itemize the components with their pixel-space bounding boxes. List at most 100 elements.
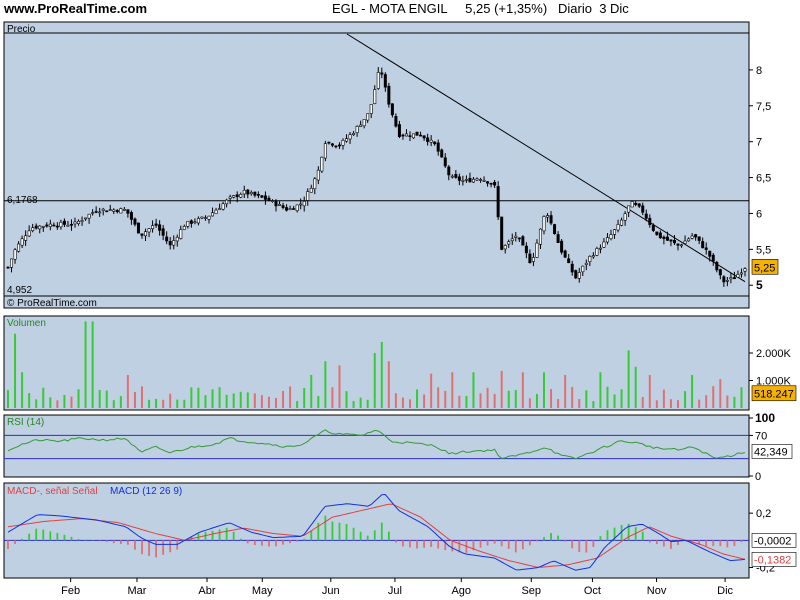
macd-histogram-bar	[77, 538, 80, 541]
price-candle	[235, 194, 239, 198]
macd-last-label: -0,1382	[754, 554, 791, 566]
price-candle	[10, 258, 14, 268]
macd-histogram-bar	[317, 522, 320, 541]
volume-bar	[726, 395, 729, 408]
price-candle	[510, 238, 514, 242]
price-candle	[373, 89, 377, 105]
macd-histogram-bar	[176, 540, 179, 550]
volume-bar	[260, 395, 263, 408]
price-candle	[708, 250, 712, 257]
price-candle	[669, 239, 673, 242]
price-candle	[457, 176, 461, 181]
price-candle	[267, 197, 271, 202]
volume-bar	[430, 373, 433, 408]
price-candle	[570, 263, 574, 273]
volume-bar	[394, 393, 397, 408]
macd-histogram-bar	[536, 540, 538, 542]
volume-bar	[352, 400, 355, 408]
x-axis-month-label: Sep	[521, 585, 541, 597]
volume-bar	[472, 372, 475, 408]
axes: 5 5,5 6 6,5 7 7,5 8 5,25 1.000K 2.000K 518.247 0 70 1…	[61, 65, 797, 597]
macd-histogram-bar	[289, 540, 292, 544]
macd-histogram-bar	[331, 521, 334, 541]
volume-bar	[267, 396, 270, 408]
price-candle	[246, 189, 250, 195]
volume-bar	[211, 389, 214, 408]
price-candle	[429, 139, 433, 143]
price-candle	[662, 236, 666, 239]
price-candle	[436, 142, 440, 152]
macd-histogram-bar	[437, 540, 440, 549]
price-candle	[62, 220, 66, 225]
volume-bar	[296, 401, 299, 408]
price-candle	[175, 236, 179, 242]
volume-bar	[423, 394, 426, 408]
macd-histogram-bar	[557, 535, 560, 541]
price-candle	[468, 178, 472, 183]
price-candle	[479, 179, 483, 181]
macd-histogram-bar	[112, 540, 115, 544]
volume-bar	[550, 389, 553, 408]
macd-histogram-bar	[345, 523, 348, 541]
macd-histogram-bar	[733, 540, 736, 547]
price-candle	[140, 233, 144, 236]
volume-bar	[126, 375, 129, 408]
price-candle	[249, 192, 253, 195]
macd-histogram-bar	[740, 540, 743, 543]
volume-bar	[218, 387, 221, 408]
volume-bar	[204, 395, 207, 408]
volume-bar	[409, 399, 411, 408]
macd-histogram-bar	[521, 540, 524, 550]
price-candle	[288, 208, 292, 210]
macd-histogram-bar	[232, 531, 235, 541]
volume-bar	[521, 372, 524, 408]
volume-bar	[162, 399, 165, 408]
price-candle	[196, 218, 200, 224]
price-candle	[620, 219, 624, 226]
macd-histogram-bar	[268, 540, 270, 547]
volume-bar	[84, 321, 87, 408]
volume-bar	[28, 393, 31, 408]
volume-last-label: 518.247	[754, 389, 794, 401]
price-candle	[574, 270, 578, 279]
price-candle	[292, 208, 296, 210]
volume-bar	[514, 390, 517, 408]
hline-label: 6,1768	[7, 195, 38, 206]
watermark: © ProRealTime.com	[7, 298, 97, 309]
trendline	[346, 33, 746, 283]
price-candle	[270, 200, 274, 202]
price-candle	[330, 143, 334, 146]
price-candle	[605, 237, 609, 243]
price-candle	[366, 113, 370, 121]
price-candle	[535, 242, 539, 258]
price-candle	[337, 144, 341, 147]
macd-histogram-bar	[225, 527, 228, 541]
macd-histogram-bar	[451, 540, 454, 552]
price-candle	[595, 248, 599, 256]
price-last-badge	[751, 258, 779, 275]
volume-bar	[317, 396, 320, 408]
price-candle	[697, 236, 701, 241]
volume-bar	[528, 398, 531, 408]
price-candle	[725, 279, 729, 282]
price-candle	[24, 235, 28, 241]
macd-histogram-bar	[641, 531, 644, 541]
volume-y-tick-label: 1.000K	[756, 376, 792, 388]
volume-bar	[35, 399, 38, 408]
macd-histogram-bar	[472, 540, 475, 551]
macd-histogram-bar	[655, 540, 658, 545]
volume-bar	[232, 393, 235, 408]
volume-bar	[56, 400, 59, 408]
price-candle	[228, 196, 232, 199]
price-candle	[443, 157, 447, 167]
macd-histogram-bar	[148, 540, 150, 557]
volume-bar	[21, 372, 24, 408]
macd-histogram-bar	[7, 540, 9, 550]
volume-bar	[578, 399, 581, 408]
macd-last-badge	[751, 552, 797, 567]
price-candle	[743, 268, 747, 272]
rsi-panel	[3, 414, 750, 478]
x-axis-month-label: Jul	[388, 585, 402, 597]
x-axis-month-label: Jun	[322, 585, 340, 597]
macd-histogram-bar	[338, 522, 341, 541]
